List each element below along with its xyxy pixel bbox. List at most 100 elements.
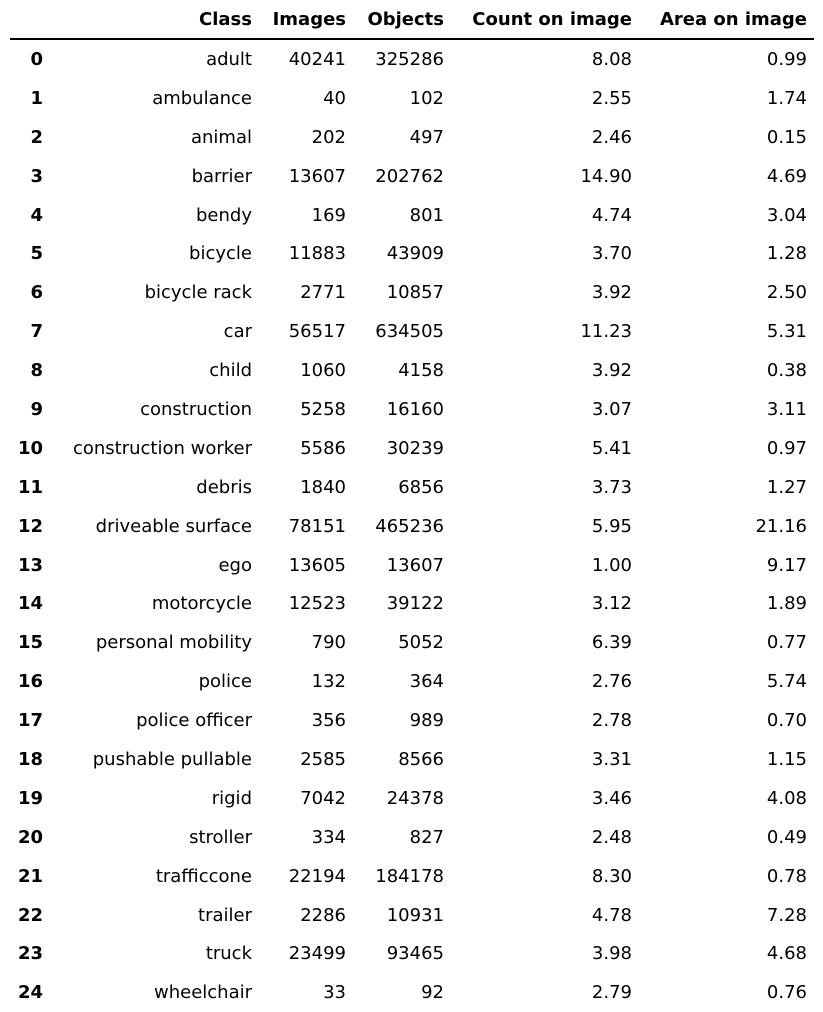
row-index: 24	[17, 982, 43, 1004]
row-index: 7	[30, 321, 43, 343]
row-index: 11	[17, 476, 43, 498]
row-index: 9	[30, 398, 43, 420]
count-on-image-cell: 5.95	[591, 515, 632, 537]
row-index: 17	[17, 710, 43, 732]
class-cell: rigid	[211, 787, 252, 809]
count-on-image-cell: 11.23	[580, 321, 632, 343]
class-cell: child	[209, 360, 252, 382]
count-on-image-cell: 8.08	[591, 48, 632, 70]
images-cell: 132	[311, 671, 346, 693]
count-on-image-cell: 3.46	[591, 787, 632, 809]
objects-cell: 5052	[398, 632, 444, 654]
table-row: 10 construction worker 5586 30239 5.41 0.97	[10, 429, 814, 468]
table-row: 19 rigid 7042 24378 3.46 4.08	[10, 779, 814, 818]
table-row: 2 animal 202 497 2.46 0.15	[10, 118, 814, 157]
table-row: 17 police officer 356 989 2.78 0.70	[10, 701, 814, 740]
row-index: 0	[30, 48, 43, 70]
table-row: 20 stroller 334 827 2.48 0.49	[10, 818, 814, 857]
header-images: Images	[259, 0, 353, 40]
objects-cell: 93465	[386, 943, 444, 965]
area-on-image-cell: 0.78	[766, 865, 807, 887]
count-on-image-cell: 3.92	[591, 360, 632, 382]
area-on-image-cell: 0.77	[766, 632, 807, 654]
area-on-image-cell: 4.69	[766, 165, 807, 187]
objects-cell: 13607	[386, 554, 444, 576]
header-count-on-image: Count on image	[451, 0, 639, 40]
area-on-image-cell: 5.31	[766, 321, 807, 343]
row-index: 16	[17, 671, 43, 693]
count-on-image-cell: 2.48	[591, 826, 632, 848]
objects-cell: 202762	[375, 165, 444, 187]
images-cell: 33	[323, 982, 346, 1004]
row-index: 22	[17, 904, 43, 926]
objects-cell: 43909	[386, 243, 444, 265]
table-row: 4 bendy 169 801 4.74 3.04	[10, 196, 814, 235]
area-on-image-cell: 5.74	[766, 671, 807, 693]
class-cell: truck	[205, 943, 252, 965]
table-row: 6 bicycle rack 2771 10857 3.92 2.50	[10, 273, 814, 312]
images-cell: 78151	[288, 515, 346, 537]
area-on-image-cell: 0.99	[766, 48, 807, 70]
area-on-image-cell: 0.76	[766, 982, 807, 1004]
images-cell: 790	[311, 632, 346, 654]
class-cell: ego	[218, 554, 252, 576]
class-cell: ambulance	[152, 87, 252, 109]
row-index: 10	[17, 437, 43, 459]
row-index: 1	[30, 87, 43, 109]
count-on-image-cell: 3.12	[591, 593, 632, 615]
count-on-image-cell: 4.78	[591, 904, 632, 926]
table-row: 24 wheelchair 33 92 2.79 0.76	[10, 973, 814, 1012]
class-cell: pushable pullable	[92, 748, 252, 770]
images-cell: 56517	[288, 321, 346, 343]
count-on-image-cell: 3.92	[591, 282, 632, 304]
table-row: 12 driveable surface 78151 465236 5.95 21.16	[10, 507, 814, 546]
images-cell: 12523	[288, 593, 346, 615]
row-index: 4	[30, 204, 43, 226]
class-statistics-table: Class Images Objects Count on image Area…	[10, 0, 814, 1012]
images-cell: 7042	[300, 787, 346, 809]
class-cell: bicycle rack	[144, 282, 252, 304]
area-on-image-cell: 0.97	[766, 437, 807, 459]
area-on-image-cell: 2.50	[766, 282, 807, 304]
objects-cell: 8566	[398, 748, 444, 770]
table-row: 22 trailer 2286 10931 4.78 7.28	[10, 896, 814, 935]
row-index: 8	[30, 360, 43, 382]
class-cell: construction	[140, 398, 252, 420]
class-cell: construction worker	[72, 437, 252, 459]
table-body: 0 adult 40241 325286 8.08 0.99 1 ambulance 40 102…	[10, 39, 814, 1012]
count-on-image-cell: 5.41	[591, 437, 632, 459]
images-cell: 2286	[300, 904, 346, 926]
images-cell: 5258	[300, 398, 346, 420]
objects-cell: 39122	[386, 593, 444, 615]
table-row: 13 ego 13605 13607 1.00 9.17	[10, 546, 814, 585]
header-row: Class Images Objects Count on image Area…	[10, 0, 814, 40]
table-row: 11 debris 1840 6856 3.73 1.27	[10, 468, 814, 507]
class-cell: bicycle	[189, 243, 252, 265]
images-cell: 356	[311, 710, 346, 732]
area-on-image-cell: 1.28	[766, 243, 807, 265]
area-on-image-cell: 1.15	[766, 748, 807, 770]
images-cell: 40	[323, 87, 346, 109]
table-row: 18 pushable pullable 2585 8566 3.31 1.15	[10, 740, 814, 779]
images-cell: 1840	[300, 476, 346, 498]
table-row: 1 ambulance 40 102 2.55 1.74	[10, 79, 814, 118]
class-statistics-table-container: Class Images Objects Count on image Area…	[10, 0, 814, 1012]
class-cell: barrier	[191, 165, 252, 187]
count-on-image-cell: 3.70	[591, 243, 632, 265]
images-cell: 22194	[288, 865, 346, 887]
row-index: 18	[17, 748, 43, 770]
class-cell: stroller	[189, 826, 252, 848]
table-row: 0 adult 40241 325286 8.08 0.99	[10, 39, 814, 79]
area-on-image-cell: 0.15	[766, 126, 807, 148]
class-cell: motorcycle	[151, 593, 252, 615]
objects-cell: 989	[409, 710, 444, 732]
table-row: 7 car 56517 634505 11.23 5.31	[10, 312, 814, 351]
images-cell: 1060	[300, 360, 346, 382]
area-on-image-cell: 21.16	[755, 515, 807, 537]
class-cell: adult	[206, 48, 252, 70]
count-on-image-cell: 2.46	[591, 126, 632, 148]
area-on-image-cell: 9.17	[766, 554, 807, 576]
objects-cell: 24378	[386, 787, 444, 809]
count-on-image-cell: 8.30	[591, 865, 632, 887]
count-on-image-cell: 2.79	[591, 982, 632, 1004]
